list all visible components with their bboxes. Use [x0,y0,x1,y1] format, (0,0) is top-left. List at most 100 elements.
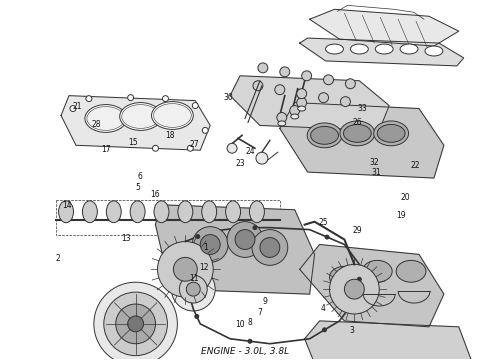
Ellipse shape [362,260,392,282]
Text: 32: 32 [369,158,379,167]
Circle shape [104,292,168,356]
Polygon shape [61,96,210,150]
Text: 7: 7 [257,308,262,317]
Ellipse shape [298,106,306,111]
Polygon shape [230,76,389,130]
Ellipse shape [59,201,74,223]
Text: 18: 18 [165,131,174,140]
Text: 13: 13 [121,234,130,243]
Circle shape [248,339,252,343]
Circle shape [195,314,199,319]
Text: 31: 31 [372,168,381,177]
Text: 33: 33 [357,104,367,113]
Circle shape [357,277,361,281]
Polygon shape [300,38,464,66]
Ellipse shape [87,107,124,130]
Ellipse shape [396,260,426,282]
Circle shape [183,260,187,264]
Circle shape [252,230,288,265]
Text: 9: 9 [262,297,267,306]
Circle shape [302,71,312,81]
Ellipse shape [202,201,217,223]
Circle shape [318,93,328,103]
Ellipse shape [130,201,145,223]
Ellipse shape [225,201,241,223]
Polygon shape [155,205,315,294]
Circle shape [323,75,334,85]
Circle shape [253,226,257,230]
Text: 25: 25 [318,219,328,228]
Text: 3: 3 [350,325,355,334]
Polygon shape [280,103,444,178]
Ellipse shape [374,121,409,146]
Text: 30: 30 [223,93,233,102]
Text: 27: 27 [189,140,198,149]
Circle shape [258,63,268,73]
Text: 14: 14 [62,201,72,210]
Ellipse shape [325,44,343,54]
Circle shape [297,98,307,108]
Text: 10: 10 [235,320,245,329]
Circle shape [227,222,263,257]
Ellipse shape [340,121,375,146]
Circle shape [173,257,197,281]
Ellipse shape [178,201,193,223]
Circle shape [192,227,228,262]
Text: 12: 12 [199,263,208,272]
Ellipse shape [307,123,342,148]
Ellipse shape [329,266,359,288]
Text: 2: 2 [55,254,60,263]
Circle shape [290,105,300,116]
Text: 21: 21 [72,102,82,111]
Circle shape [128,316,144,332]
Ellipse shape [350,44,368,54]
Circle shape [280,67,290,77]
Circle shape [192,103,198,109]
Circle shape [297,89,307,99]
Text: 8: 8 [247,318,252,327]
Ellipse shape [291,114,299,119]
Circle shape [94,282,177,360]
Ellipse shape [425,46,443,56]
Circle shape [157,242,213,297]
Circle shape [277,113,287,122]
Circle shape [163,96,169,102]
Circle shape [200,235,220,255]
Ellipse shape [249,201,265,223]
Text: 20: 20 [401,193,411,202]
Text: 28: 28 [92,120,101,129]
Ellipse shape [154,201,169,223]
Circle shape [70,105,76,112]
Polygon shape [305,321,471,360]
Circle shape [260,238,280,257]
Text: 24: 24 [245,147,255,156]
Ellipse shape [377,125,405,142]
Text: 5: 5 [135,183,140,192]
Circle shape [341,96,350,107]
Ellipse shape [153,104,191,127]
Circle shape [196,235,200,239]
Text: 17: 17 [101,145,111,154]
Ellipse shape [400,44,418,54]
Circle shape [344,279,365,299]
Ellipse shape [85,105,127,132]
Ellipse shape [311,126,339,144]
Circle shape [172,267,215,311]
Text: 22: 22 [411,161,420,170]
Ellipse shape [122,105,159,129]
Polygon shape [310,9,459,46]
Text: 29: 29 [352,225,362,234]
Circle shape [345,79,355,89]
Circle shape [202,127,208,133]
Circle shape [187,145,193,151]
Circle shape [116,304,155,344]
Circle shape [275,85,285,95]
Ellipse shape [82,201,98,223]
Text: 1: 1 [204,243,208,252]
Circle shape [128,95,134,100]
Text: 19: 19 [396,211,406,220]
Text: 4: 4 [320,304,325,313]
Circle shape [322,328,326,332]
Circle shape [329,264,379,314]
Circle shape [256,152,268,164]
